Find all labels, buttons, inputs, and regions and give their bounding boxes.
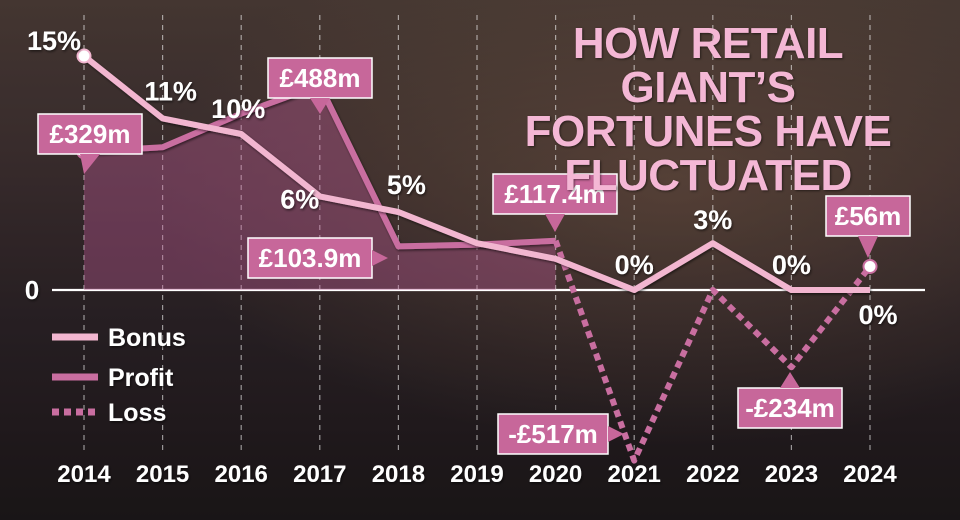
profit-label-2020-box: [492, 173, 618, 215]
x-tick-2014: 2014: [57, 461, 111, 488]
legend-label-loss: Loss: [108, 399, 166, 427]
loss-label-2021: -£517m: [497, 413, 624, 455]
x-tick-2020: 2020: [529, 461, 582, 488]
profit-label-2014-box: [37, 113, 143, 155]
profit-label-2020-pointer: [545, 214, 565, 232]
profit-label-2014-pointer: [80, 154, 100, 174]
loss-label-2023-box: [737, 387, 843, 429]
profit-label-2017-box: [267, 57, 373, 99]
point-profit-2024: [862, 258, 878, 274]
profit-label-2024-text: £56m: [835, 201, 902, 231]
profit-label-2020-text: £117.4m: [504, 179, 605, 209]
x-tick-2019: 2019: [450, 461, 503, 488]
bonus-label-2017: 6%: [280, 184, 319, 214]
bonus-label-2015: 11%: [144, 76, 197, 106]
title-line-3: FLUCTUATED: [564, 151, 852, 200]
profit-label-2017-pointer: [310, 98, 330, 114]
profit-label-2020: £117.4m: [492, 173, 618, 232]
bonus-label-2023: 0%: [772, 250, 811, 280]
y-zero-label: 0: [25, 275, 39, 305]
profit-label-2018: £103.9m: [247, 237, 388, 279]
profit-label-2017-text: £488m: [280, 63, 361, 93]
x-tick-2018: 2018: [372, 461, 425, 488]
series-line-bonus: [82, 53, 870, 293]
profit-label-2014-text: £329m: [50, 119, 131, 149]
bonus-label-2016: 10%: [211, 94, 265, 124]
profit-area: [84, 85, 556, 290]
profit-label-2017: £488m: [267, 57, 373, 114]
profit-label-2014: £329m: [37, 113, 143, 174]
bonus-label-2024: 0%: [858, 300, 897, 330]
chart-title: HOW RETAIL GIANT’S FORTUNES HAVE FLUCTUA…: [518, 22, 898, 198]
bonus-label-2022: 3%: [693, 205, 732, 235]
x-tick-2022: 2022: [686, 461, 739, 488]
x-tick-2015: 2015: [136, 461, 189, 488]
x-tick-2023: 2023: [765, 461, 818, 488]
loss-label-2021-pointer: [608, 426, 624, 442]
loss-label-2023-text: -£234m: [745, 393, 835, 423]
title-line-2: FORTUNES HAVE: [524, 107, 892, 156]
x-tick-2017: 2017: [293, 461, 346, 488]
x-tick-2021: 2021: [608, 461, 661, 488]
profit-label-2024-box: [825, 195, 911, 237]
profit-label-2024: £56m: [825, 195, 911, 258]
profit-label-2018-pointer: [372, 250, 388, 266]
profit-label-2018-text: £103.9m: [259, 243, 362, 273]
bonus-label-2018: 5%: [387, 170, 426, 200]
series-line-loss: [552, 239, 873, 464]
bonus-label-2014: 15%: [27, 26, 81, 56]
loss-label-2023-pointer: [780, 372, 800, 388]
bonus-label-2021: 0%: [615, 250, 654, 280]
legend-label-bonus: Bonus: [108, 324, 186, 352]
profit-label-2018-box: [247, 237, 373, 279]
title-line-1: HOW RETAIL GIANT’S: [572, 19, 844, 112]
loss-label-2023: -£234m: [737, 372, 843, 429]
loss-label-2021-box: [497, 413, 609, 455]
profit-label-2024-pointer: [858, 236, 878, 258]
point-bonus-2014: [76, 48, 92, 64]
x-tick-2024: 2024: [843, 461, 897, 488]
x-tick-2016: 2016: [215, 461, 268, 488]
loss-label-2021-text: -£517m: [508, 419, 598, 449]
legend-label-profit: Profit: [108, 364, 174, 392]
